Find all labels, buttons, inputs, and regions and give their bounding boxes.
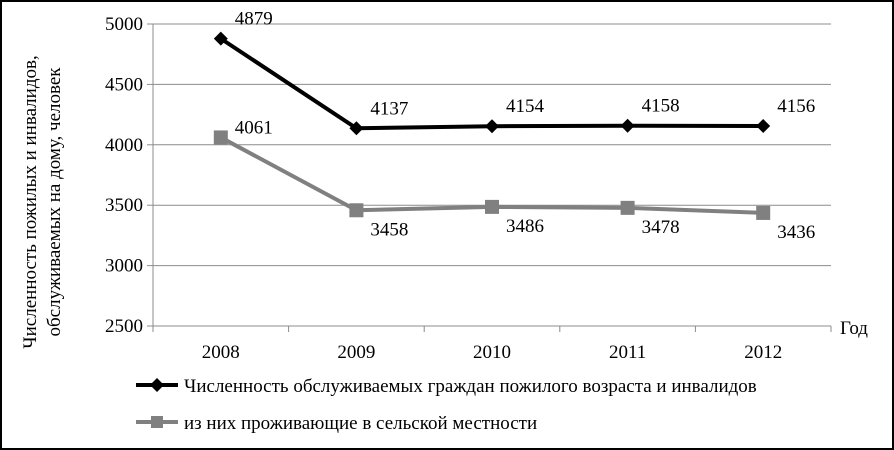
data-point-square	[756, 205, 771, 220]
legend-item-total: Численность обслуживаемых граждан пожило…	[136, 376, 757, 397]
x-tick-label: 2010	[473, 342, 511, 363]
data-label-rural: 3436	[777, 222, 815, 243]
legend-label-rural: из них проживающие в сельской местности	[184, 413, 537, 434]
data-label-total: 4154	[506, 96, 545, 117]
data-label-total: 4156	[777, 96, 815, 117]
y-tick-label: 5000	[105, 14, 143, 35]
x-tick-label: 2012	[744, 342, 782, 363]
data-point-diamond	[485, 119, 499, 134]
legend-label-total: Численность обслуживаемых граждан пожило…	[184, 376, 757, 397]
data-point-diamond	[620, 118, 635, 133]
data-point-square	[485, 199, 499, 214]
data-point-square	[349, 203, 364, 218]
x-tick-labels: 2008 2009 2010 2011 2012	[202, 342, 782, 363]
series-line-total	[219, 36, 764, 131]
data-label-rural: 4061	[235, 117, 273, 138]
gridlines	[147, 23, 832, 332]
y-tick-label: 4000	[105, 135, 143, 156]
data-label-rural: 3478	[642, 217, 680, 238]
y-tick-label: 4500	[105, 74, 143, 95]
y-tick-label: 3500	[105, 195, 143, 216]
data-labels: 4879 4137 4154 4158 4156 4061 3458 3486 3478 3436	[235, 9, 815, 243]
axes	[152, 24, 831, 327]
data-label-rural: 3486	[506, 216, 544, 237]
x-axis-title: Год	[840, 318, 868, 339]
data-label-rural: 3458	[370, 219, 408, 240]
legend-square-marker	[151, 416, 163, 428]
y-axis-title-line2: обслуживаемых на дому, человек	[44, 67, 65, 337]
y-tick-label: 3000	[105, 256, 143, 277]
data-point-diamond	[756, 118, 771, 133]
series	[213, 31, 771, 220]
y-tick-labels: 2500 3000 3500 4000 4500 5000	[105, 14, 143, 337]
legend-item-rural: из них проживающие в сельской местности	[136, 413, 537, 434]
y-tick-label: 2500	[105, 316, 143, 337]
data-label-total: 4879	[235, 9, 273, 30]
legend-diamond-marker	[150, 378, 164, 392]
legend: Численность обслуживаемых граждан пожило…	[136, 376, 757, 434]
data-point-diamond	[213, 31, 228, 46]
y-axis-title-line1: Численность пожилых и инвалидов,	[20, 55, 41, 348]
data-point-square	[620, 200, 635, 215]
x-tick-label: 2011	[609, 342, 646, 363]
data-point-square	[213, 130, 228, 145]
y-axis-title: Численность пожилых и инвалидов, обслужи…	[20, 55, 65, 348]
data-label-total: 4158	[642, 96, 680, 117]
data-label-total: 4137	[370, 98, 408, 119]
x-tick-label: 2008	[202, 342, 240, 363]
data-point-diamond	[349, 121, 364, 136]
x-tick-label: 2009	[337, 342, 375, 363]
